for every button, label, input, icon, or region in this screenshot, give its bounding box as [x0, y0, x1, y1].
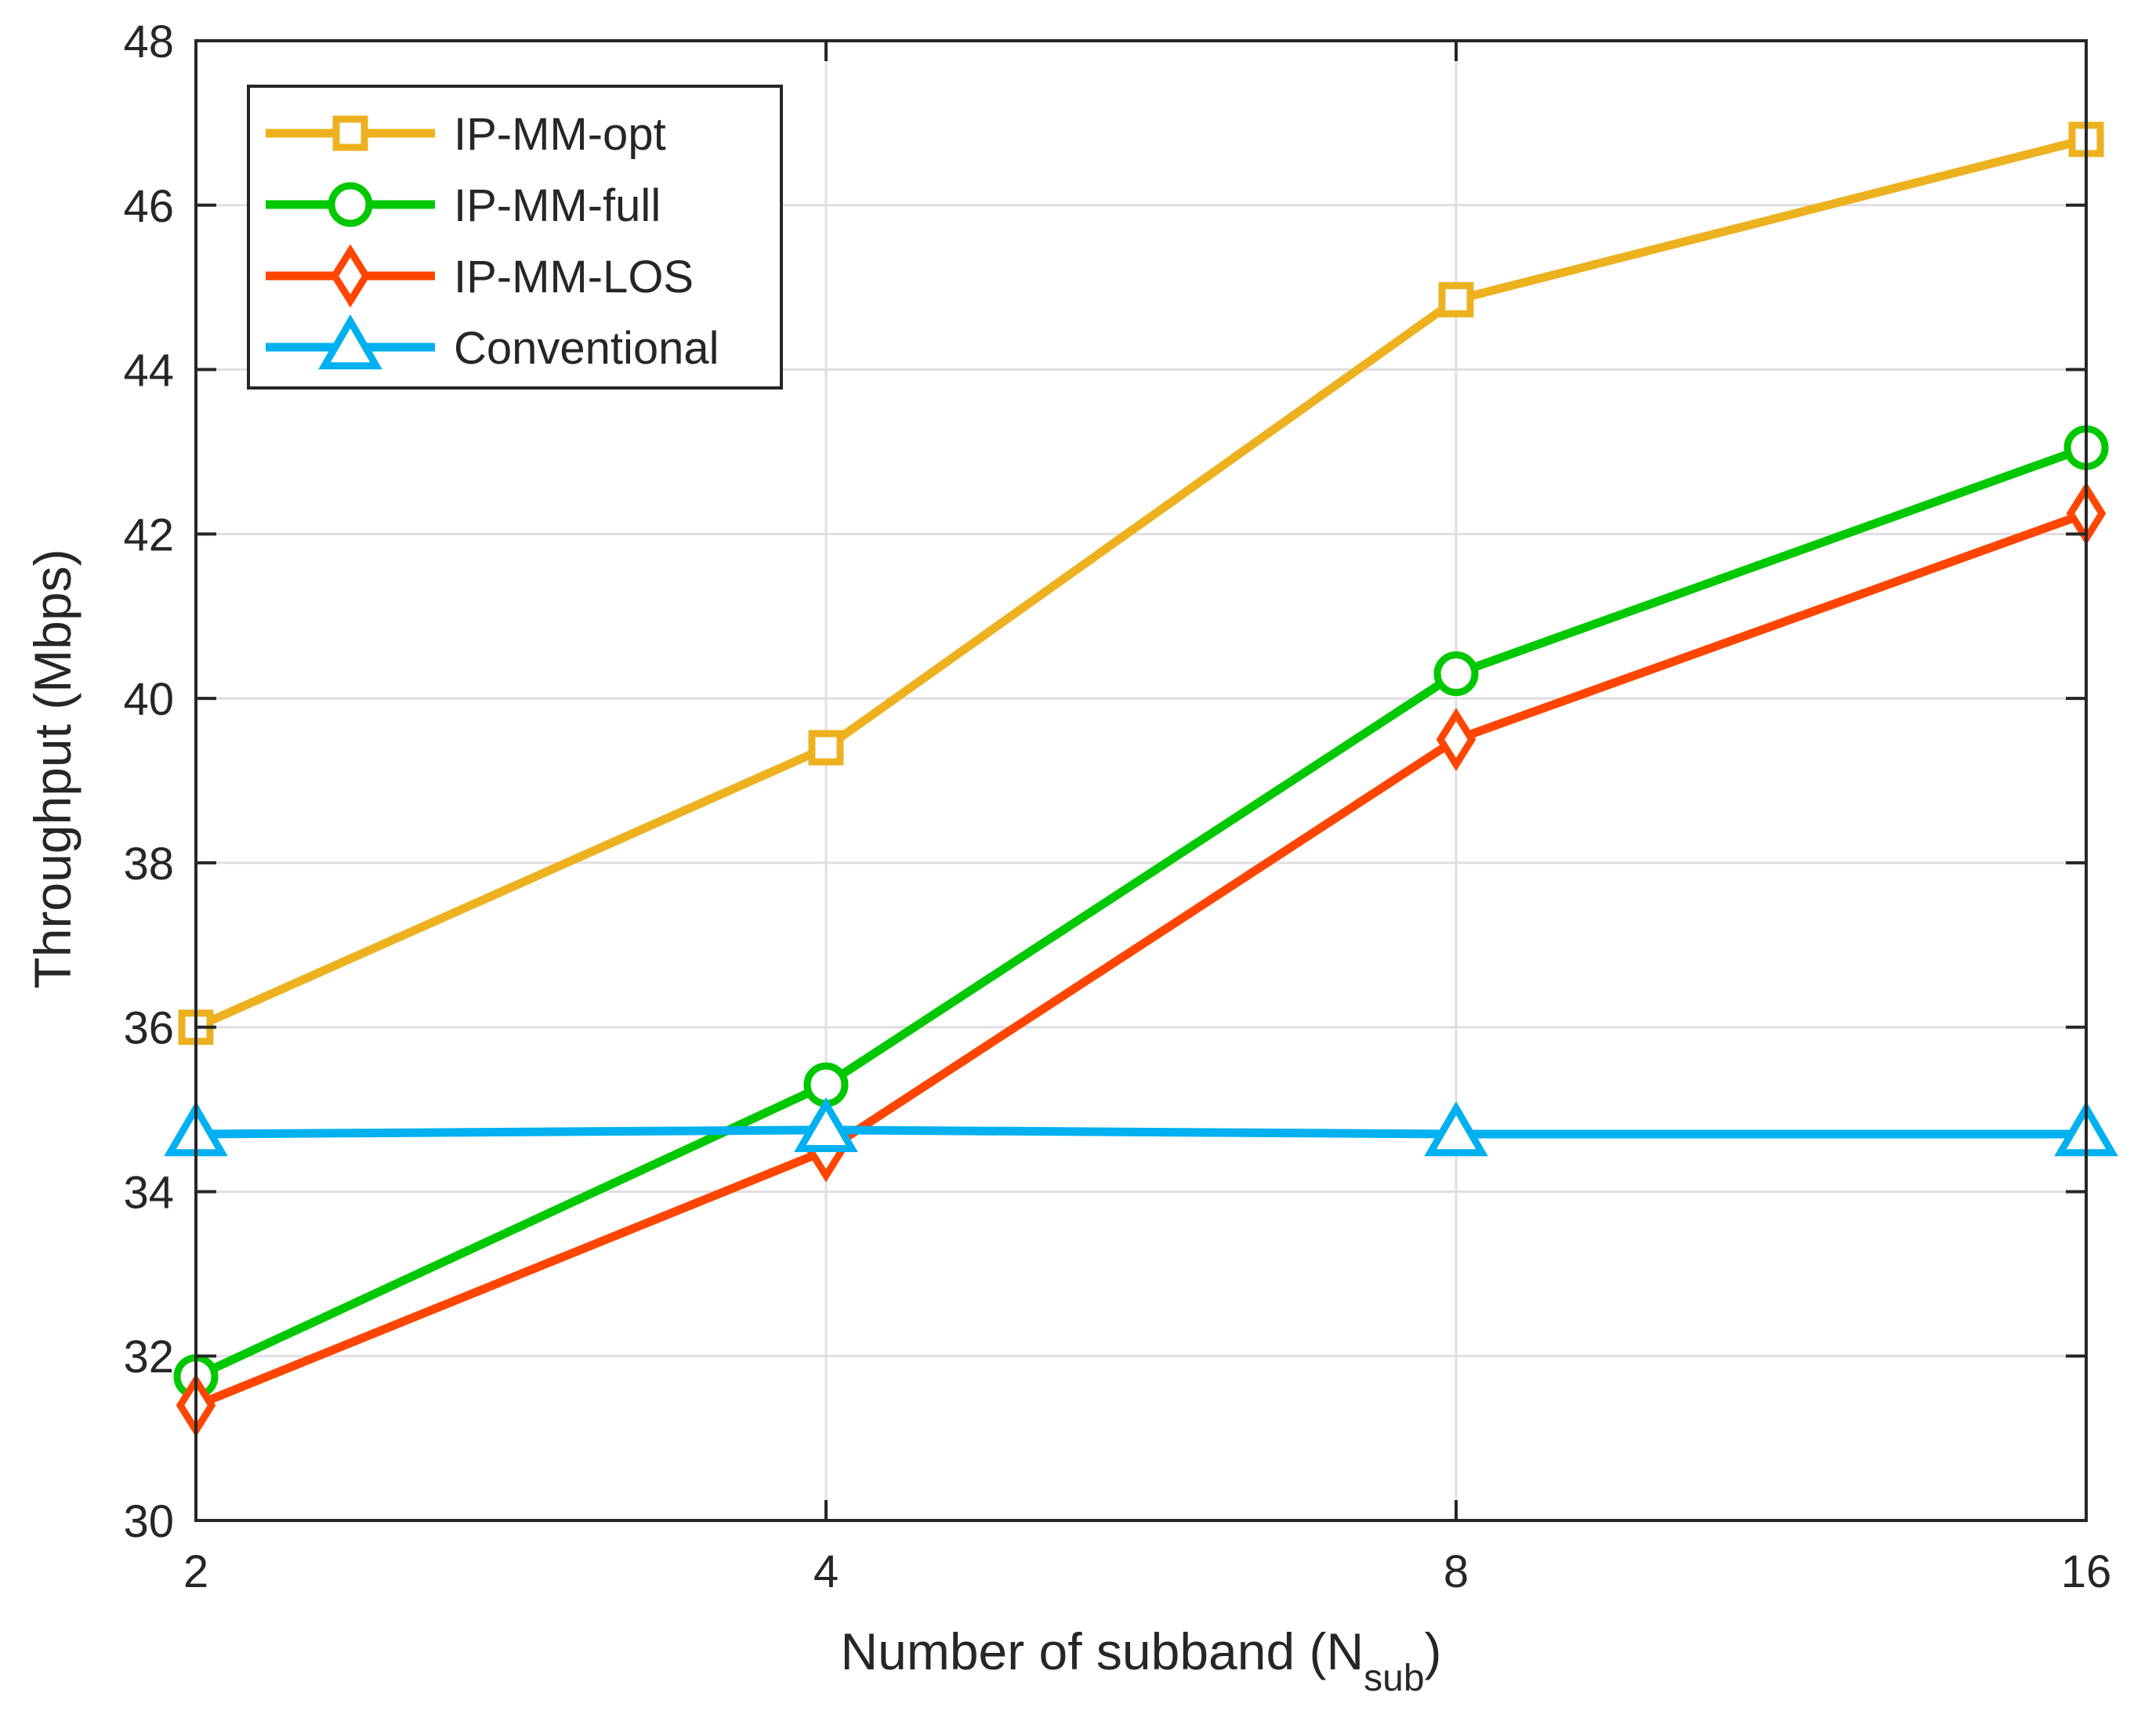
- data-point-conventional: [1424, 1101, 1488, 1157]
- data-point-ip-mm-opt: [808, 730, 844, 766]
- y-axis-label: Throughput (Mbps): [24, 549, 82, 988]
- x-tick-label: 16: [2061, 1546, 2112, 1597]
- series-line-ip-mm-los: [194, 509, 2088, 1410]
- legend-label: IP-MM-opt: [454, 109, 666, 160]
- legend-item-conventional: Conventional: [266, 314, 719, 374]
- series-line-conventional: [195, 1125, 2086, 1139]
- legend-swatch-marker: [330, 244, 371, 308]
- x-tick-label: 8: [1444, 1546, 1469, 1597]
- legend-swatch-marker: [318, 314, 382, 370]
- y-tick-label: 38: [123, 839, 174, 890]
- legend-label: Conventional: [454, 323, 719, 374]
- y-tick-label: 46: [123, 181, 174, 232]
- legend-item-ip-mm-full: IP-MM-full: [266, 180, 661, 231]
- x-axis-label-close: ): [1425, 1622, 1442, 1680]
- x-tick-label: 4: [813, 1546, 839, 1597]
- series-line-ip-mm-opt: [194, 135, 2088, 1031]
- y-tick-label: 48: [123, 16, 174, 67]
- legend-label: IP-MM-LOS: [454, 252, 694, 303]
- y-tick-label: 44: [123, 346, 174, 397]
- legend-swatch-marker: [332, 115, 368, 151]
- legend-item-ip-mm-opt: IP-MM-opt: [266, 109, 666, 160]
- y-tick-label: 42: [123, 509, 174, 560]
- data-point-conventional: [794, 1096, 858, 1153]
- x-axis-label-subscript: sub: [1364, 1658, 1424, 1699]
- legend-label: IP-MM-full: [454, 180, 661, 231]
- legend-item-ip-mm-los: IP-MM-LOS: [266, 244, 694, 308]
- x-axis-label-main: Number of subband (N: [840, 1622, 1364, 1680]
- data-point-ip-mm-opt: [1438, 281, 1474, 317]
- x-tick-label: 2: [183, 1546, 208, 1597]
- y-tick-label: 36: [123, 1003, 174, 1054]
- x-axis-label: Number of subband (Nsub): [840, 1622, 1441, 1699]
- data-point-ip-mm-los: [1436, 708, 1476, 772]
- y-tick-label: 34: [123, 1167, 174, 1218]
- y-tick-label: 32: [123, 1332, 174, 1383]
- legend: IP-MM-opt IP-MM-full IP-MM-LOS Conventional: [247, 85, 783, 390]
- legend-swatch-marker: [328, 182, 373, 227]
- series-line-ip-mm-full: [194, 444, 2088, 1381]
- plot-frame: [194, 39, 2088, 1522]
- y-tick-label: 30: [123, 1496, 174, 1547]
- data-point-ip-mm-full: [1433, 651, 1479, 697]
- y-tick-label: 40: [123, 674, 174, 725]
